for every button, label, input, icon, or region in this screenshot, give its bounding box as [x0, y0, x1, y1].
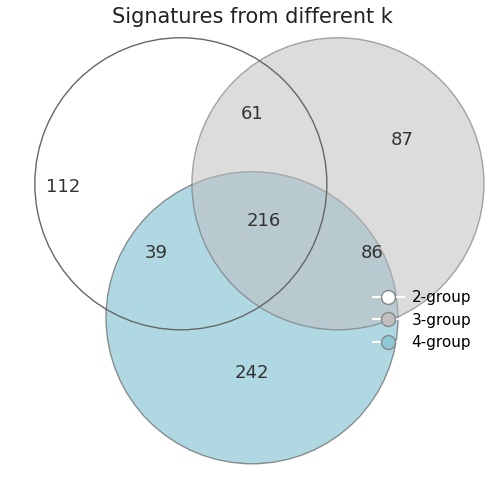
Legend: 2-group, 3-group, 4-group: 2-group, 3-group, 4-group — [367, 284, 477, 356]
Text: 87: 87 — [391, 132, 414, 149]
Text: 112: 112 — [46, 177, 81, 196]
Text: 216: 216 — [247, 212, 281, 230]
Text: 61: 61 — [240, 105, 264, 123]
Text: 39: 39 — [144, 244, 167, 262]
Text: 242: 242 — [235, 364, 269, 382]
Circle shape — [106, 172, 398, 464]
Circle shape — [192, 38, 484, 330]
Text: 86: 86 — [361, 244, 384, 262]
Title: Signatures from different k: Signatures from different k — [111, 7, 393, 27]
